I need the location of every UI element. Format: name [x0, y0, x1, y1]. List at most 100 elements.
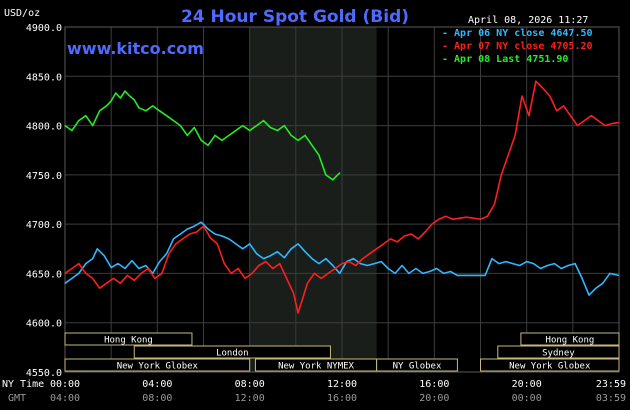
data-point — [519, 264, 521, 267]
data-point — [394, 272, 396, 274]
data-point — [567, 264, 569, 267]
data-point — [186, 228, 188, 230]
data-point — [533, 263, 535, 265]
data-point — [470, 274, 472, 276]
data-point — [609, 272, 611, 274]
x-tick-label-ny: 08:00 — [235, 379, 265, 390]
data-point — [549, 95, 551, 97]
data-point — [429, 270, 431, 273]
data-point — [590, 115, 592, 117]
data-point — [249, 243, 251, 245]
data-point — [380, 261, 382, 263]
data-point — [479, 218, 482, 220]
data-point — [546, 264, 549, 267]
ny-session-shade — [249, 27, 377, 372]
data-point — [387, 267, 389, 270]
data-point — [383, 243, 385, 245]
data-point — [526, 261, 528, 263]
x-tick-label-ny: 20:00 — [512, 379, 542, 390]
data-point — [105, 105, 108, 107]
x-tick-label-gmt: 12:00 — [235, 393, 265, 404]
data-point — [276, 129, 278, 132]
market-sessions: Hong Kong Hong Kong London Sydney New York G… — [64, 332, 620, 372]
data-point — [597, 120, 599, 122]
data-point — [334, 267, 336, 270]
data-point — [318, 154, 320, 156]
data-point — [133, 99, 135, 101]
data-point — [417, 238, 419, 240]
y-tick-label: 4850.0 — [26, 72, 62, 83]
data-point — [588, 294, 590, 296]
x-tick-label-ny: 12:00 — [327, 379, 357, 390]
data-point — [318, 263, 320, 265]
data-point — [179, 233, 181, 235]
data-point — [320, 277, 322, 279]
data-point — [595, 287, 597, 289]
data-point — [138, 107, 140, 109]
market-session-label: New York Globex — [117, 362, 199, 372]
data-point — [283, 272, 285, 274]
data-point — [242, 248, 244, 250]
data-point — [117, 263, 119, 265]
data-point — [283, 257, 285, 259]
x-tick-label-gmt: 08:00 — [142, 393, 172, 404]
data-point — [297, 139, 299, 141]
data-point — [438, 218, 440, 220]
data-point — [105, 282, 108, 284]
data-point — [553, 263, 556, 265]
data-point — [92, 258, 94, 260]
data-point — [422, 272, 424, 274]
data-point — [341, 263, 343, 265]
data-point — [581, 277, 583, 279]
data-point — [256, 125, 258, 127]
legend-entry: - Apr 08 Last 4751.90 — [442, 54, 568, 65]
data-point — [486, 215, 488, 217]
data-point — [466, 216, 468, 218]
data-point — [403, 235, 405, 237]
data-point — [459, 217, 461, 219]
data-point — [431, 223, 433, 225]
data-point — [103, 255, 105, 257]
data-point — [304, 134, 306, 136]
x-axis-ticks: 00:00 04:00 04:00 08:00 08:00 12:00 12:00 16:00… — [50, 379, 626, 404]
data-point — [200, 221, 202, 223]
data-point — [110, 266, 112, 269]
plot-frame — [64, 26, 620, 373]
data-point — [359, 263, 362, 265]
data-point — [449, 270, 452, 273]
data-point — [124, 90, 126, 92]
data-point — [569, 115, 572, 117]
x-tick-label-gmt: 03:59 — [596, 393, 626, 404]
data-point — [369, 253, 371, 255]
x-tick-label-gmt: 00:00 — [512, 393, 542, 404]
data-point — [602, 282, 604, 284]
data-point — [110, 100, 112, 102]
data-point — [126, 274, 128, 276]
data-point — [172, 238, 175, 240]
data-point — [617, 274, 620, 276]
y-tick-label: 4550.0 — [26, 368, 62, 379]
data-point — [283, 125, 285, 127]
data-point — [424, 231, 426, 233]
market-session-label: London — [216, 349, 249, 359]
x-tick-label-ny: 04:00 — [142, 379, 172, 390]
data-point — [265, 261, 267, 263]
data-point — [617, 122, 620, 124]
x-tick-label-ny: 23:59 — [596, 379, 626, 390]
data-point — [535, 80, 537, 82]
data-point — [362, 258, 364, 260]
chart-title: 24 Hour Spot Gold (Bid) — [181, 7, 409, 27]
data-point — [202, 225, 205, 227]
data-point — [175, 243, 177, 245]
data-point — [251, 272, 253, 274]
data-point — [355, 264, 357, 267]
data-point — [207, 144, 209, 146]
data-point — [491, 258, 493, 260]
data-point — [290, 134, 292, 136]
data-point — [196, 231, 198, 233]
data-point — [304, 251, 306, 253]
data-point — [230, 272, 232, 274]
data-point — [124, 267, 126, 270]
series-layer — [64, 80, 620, 314]
data-point — [292, 292, 295, 294]
